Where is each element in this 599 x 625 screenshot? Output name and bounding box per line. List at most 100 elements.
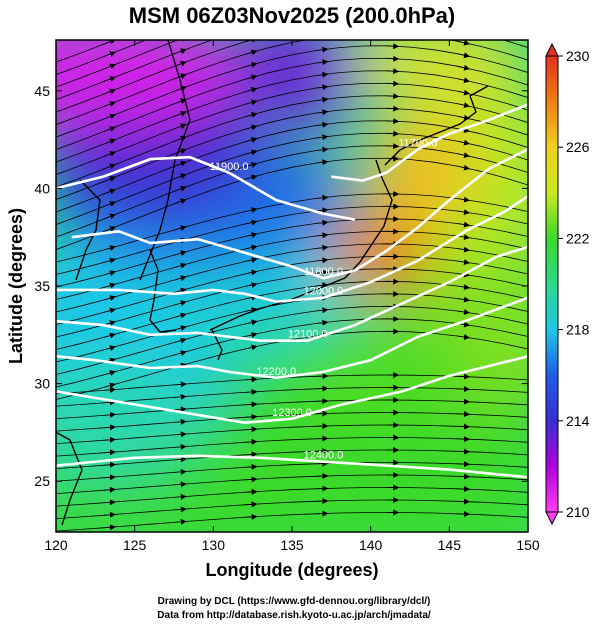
wind-arrow [315, 319, 329, 326]
wind-arrow [315, 244, 329, 251]
chart-title: MSM 06Z03Nov2025 (200.0hPa) [129, 3, 456, 28]
wind-arrow [173, 456, 187, 463]
wind-arrow [386, 43, 400, 50]
wind-arrow [173, 312, 187, 319]
contour-label: 11800.0 [304, 266, 343, 278]
wind-arrow [173, 518, 187, 525]
wind-arrow [103, 88, 116, 95]
credit-drawing: Drawing by DCL (https://www.gfd-dennou.o… [158, 596, 431, 607]
wind-arrow [315, 84, 329, 91]
x-tick-label: 125 [123, 537, 147, 553]
wind-arrow [173, 350, 187, 357]
wind-arrow [244, 62, 258, 68]
wind-arrow [457, 77, 470, 84]
wind-arrow [103, 51, 116, 58]
wind-arrow [386, 80, 400, 87]
streamline [56, 40, 179, 88]
wind-arrow [457, 246, 470, 253]
x-tick-label: 145 [438, 537, 462, 553]
wind-arrow [173, 325, 187, 332]
wind-arrow [315, 109, 329, 116]
streamline [56, 145, 528, 238]
y-tick-label: 40 [34, 180, 50, 196]
contour-line [56, 296, 528, 380]
wind-arrow [244, 319, 258, 326]
wind-arrow [457, 461, 470, 468]
wind-arrow [103, 370, 116, 376]
wind-arrow [457, 52, 470, 59]
streamline [56, 424, 528, 444]
wind-arrow [315, 146, 329, 153]
contour-line [71, 148, 528, 280]
wind-arrow [244, 74, 258, 81]
wind-arrow [386, 105, 400, 112]
streamline [56, 45, 528, 138]
wind-arrow [386, 93, 400, 100]
wind-arrow [244, 413, 258, 420]
wind-arrow [173, 418, 187, 425]
wind-arrow [244, 451, 258, 458]
wind-arrow [103, 486, 116, 493]
wind-arrow [173, 393, 187, 400]
wind-arrow [103, 257, 116, 264]
wind-arrow [173, 468, 187, 475]
wind-arrow [457, 89, 470, 96]
wind-arrow [244, 476, 258, 483]
streamline [56, 293, 528, 363]
wind-arrow [244, 332, 258, 338]
streamline [56, 132, 528, 225]
wind-arrow [103, 386, 116, 393]
streamline [56, 462, 528, 482]
colorbar-ticks: 210 214 218 222 226 230 [558, 48, 590, 520]
colorbar-tick-label: 214 [566, 413, 590, 429]
streamline [56, 57, 528, 150]
wind-arrow [173, 85, 187, 92]
contour-line [56, 155, 356, 221]
wind-arrow [103, 76, 116, 83]
wind-arrow [103, 449, 116, 456]
x-tick-label: 140 [359, 537, 383, 553]
wind-arrow [315, 121, 329, 128]
wind-arrow [457, 196, 470, 203]
wind-arrow [173, 262, 187, 269]
wind-arrow [244, 149, 258, 156]
wind-arrow [457, 16, 469, 19]
wind-arrow [457, 398, 470, 405]
colorbar-tick-label: 222 [566, 230, 590, 246]
streamline [56, 487, 528, 507]
wind-arrow [457, 259, 470, 266]
wind-arrow [103, 213, 116, 220]
wind-arrow [103, 101, 116, 108]
y-axis-ticks: 25 30 35 40 45 [34, 83, 528, 489]
wind-arrow [173, 225, 187, 232]
wind-arrow [103, 411, 116, 418]
streamline [56, 305, 528, 375]
wind-arrow [103, 113, 116, 120]
wind-arrow [457, 209, 470, 216]
wind-arrow [457, 411, 470, 418]
contour-line [56, 355, 528, 424]
wind-arrow [315, 232, 329, 239]
wind-arrow [386, 118, 400, 125]
wind-arrow [315, 219, 329, 226]
wind-arrow [103, 345, 116, 352]
wind-arrow [244, 232, 258, 238]
wind-arrow [315, 134, 329, 141]
wind-arrow [103, 424, 116, 431]
wind-arrow [244, 257, 258, 263]
wind-arrow [457, 373, 470, 380]
wind-arrow [173, 185, 187, 192]
wind-arrow [457, 309, 470, 315]
wind-arrow [103, 188, 116, 195]
x-tick-label: 150 [516, 537, 540, 553]
wind-arrow [457, 64, 470, 71]
wind-arrow [173, 443, 187, 450]
geopotential-contours: 11900.0 11700.0 11800.0 12000.0 12100.0 12200… [56, 103, 528, 479]
wind-arrow [173, 287, 187, 294]
colorbar-tick-label: 230 [566, 48, 590, 64]
wind-arrow [315, 282, 329, 289]
streamline [56, 449, 528, 469]
streamline [56, 255, 528, 325]
colorbar-tick-label: 210 [566, 504, 590, 520]
